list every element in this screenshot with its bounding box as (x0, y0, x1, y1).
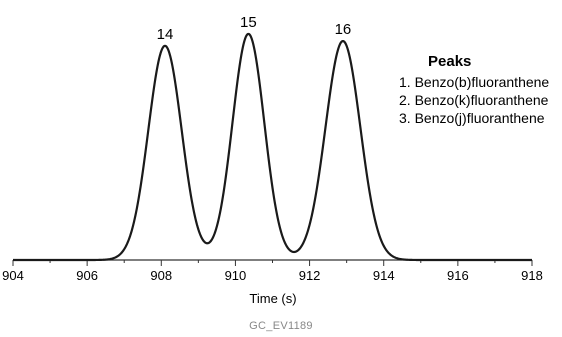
peak-label: 16 (335, 21, 352, 38)
x-axis: 904 906 908 910 912 914 916 918 (2, 259, 543, 283)
peak-label: 14 (157, 26, 174, 43)
x-tick-label: 916 (447, 268, 469, 283)
x-axis-title: Time (s) (249, 291, 296, 306)
legend-title: Peaks (428, 53, 472, 70)
legend-item: 1. Benzo(b)fluoranthene (399, 74, 550, 90)
x-tick-label: 918 (521, 268, 543, 283)
x-tick-label: 910 (225, 268, 247, 283)
figure-code: GC_EV1189 (249, 320, 313, 332)
x-tick-label: 904 (2, 268, 24, 283)
x-tick-label: 906 (76, 268, 98, 283)
legend-item: 2. Benzo(k)fluoranthene (399, 92, 549, 108)
legend-item: 3. Benzo(j)fluoranthene (399, 110, 545, 126)
chromatogram-trace (12, 32, 533, 262)
legend: 1. Benzo(b)fluoranthene 2. Benzo(k)fluor… (399, 73, 549, 127)
x-tick-label: 912 (299, 268, 321, 283)
x-tick-label: 908 (150, 268, 172, 283)
peak-labels: 14 15 16 (157, 14, 352, 43)
x-tick-label: 914 (373, 268, 395, 283)
peak-label: 15 (240, 14, 257, 31)
